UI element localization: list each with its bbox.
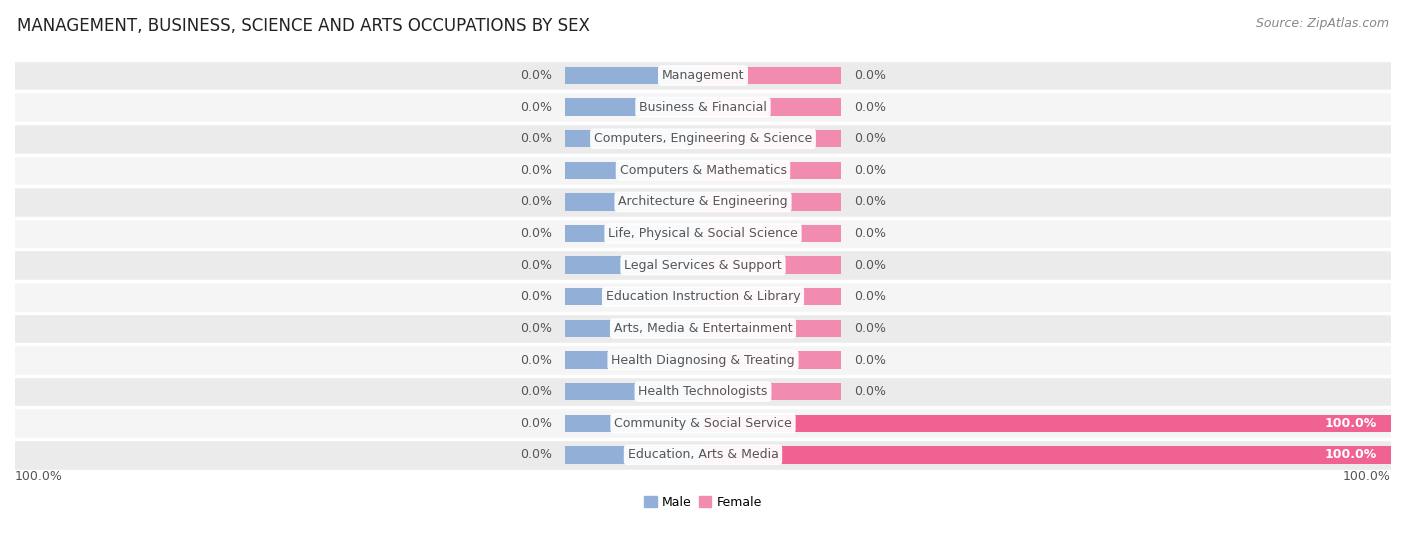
Text: 0.0%: 0.0% [855,196,886,209]
Text: 0.0%: 0.0% [855,259,886,272]
Text: 0.0%: 0.0% [520,132,551,145]
Text: 0.0%: 0.0% [855,132,886,145]
Bar [15,60,1391,91]
Bar [15,408,1391,439]
Text: Health Technologists: Health Technologists [638,385,768,398]
Bar [565,130,703,148]
Bar [703,446,1391,463]
Bar [15,312,1391,344]
Text: 0.0%: 0.0% [520,227,551,240]
Text: 0.0%: 0.0% [855,164,886,177]
Bar [15,344,1391,376]
Bar [565,162,703,179]
Bar [15,154,1391,186]
Bar [703,257,841,274]
Text: 0.0%: 0.0% [520,385,551,398]
Text: Source: ZipAtlas.com: Source: ZipAtlas.com [1256,17,1389,30]
Text: MANAGEMENT, BUSINESS, SCIENCE AND ARTS OCCUPATIONS BY SEX: MANAGEMENT, BUSINESS, SCIENCE AND ARTS O… [17,17,589,35]
Text: Business & Financial: Business & Financial [640,101,766,113]
Text: 0.0%: 0.0% [855,290,886,304]
Bar [15,376,1391,408]
Text: 0.0%: 0.0% [855,385,886,398]
Bar [565,320,703,337]
Text: Life, Physical & Social Science: Life, Physical & Social Science [609,227,797,240]
Text: Legal Services & Support: Legal Services & Support [624,259,782,272]
Text: Architecture & Engineering: Architecture & Engineering [619,196,787,209]
Bar [15,218,1391,249]
Bar [703,320,841,337]
Text: 100.0%: 100.0% [1324,416,1378,430]
Bar [565,288,703,305]
Bar [703,351,841,369]
Text: 100.0%: 100.0% [1343,471,1391,484]
Text: Computers & Mathematics: Computers & Mathematics [620,164,786,177]
Bar [703,162,841,179]
Bar [15,123,1391,154]
Text: 0.0%: 0.0% [520,416,551,430]
Text: 0.0%: 0.0% [520,259,551,272]
Text: 0.0%: 0.0% [855,322,886,335]
Bar [565,351,703,369]
Text: 0.0%: 0.0% [520,196,551,209]
Bar [703,288,841,305]
Legend: Male, Female: Male, Female [640,491,766,514]
Text: Health Diagnosing & Treating: Health Diagnosing & Treating [612,353,794,367]
Text: 100.0%: 100.0% [15,471,63,484]
Bar [15,91,1391,123]
Text: 0.0%: 0.0% [520,101,551,113]
Text: 0.0%: 0.0% [855,353,886,367]
Bar [703,383,841,400]
Text: Education Instruction & Library: Education Instruction & Library [606,290,800,304]
Text: Computers, Engineering & Science: Computers, Engineering & Science [593,132,813,145]
Text: Management: Management [662,69,744,82]
Bar [703,98,841,116]
Text: Arts, Media & Entertainment: Arts, Media & Entertainment [613,322,793,335]
Text: Community & Social Service: Community & Social Service [614,416,792,430]
Text: 0.0%: 0.0% [520,69,551,82]
Text: 0.0%: 0.0% [520,353,551,367]
Text: Education, Arts & Media: Education, Arts & Media [627,448,779,461]
Text: 0.0%: 0.0% [520,290,551,304]
Bar [15,281,1391,312]
Text: 0.0%: 0.0% [855,227,886,240]
Bar [15,186,1391,218]
Bar [15,249,1391,281]
Bar [565,383,703,400]
Text: 0.0%: 0.0% [855,69,886,82]
Bar [565,446,703,463]
Bar [703,225,841,242]
Bar [15,439,1391,471]
Bar [565,193,703,211]
Bar [565,98,703,116]
Text: 0.0%: 0.0% [520,448,551,461]
Bar [565,257,703,274]
Bar [703,130,841,148]
Text: 0.0%: 0.0% [520,164,551,177]
Bar [703,415,1391,432]
Text: 0.0%: 0.0% [520,322,551,335]
Bar [565,225,703,242]
Text: 0.0%: 0.0% [855,101,886,113]
Bar [703,67,841,84]
Bar [565,415,703,432]
Bar [565,67,703,84]
Bar [703,193,841,211]
Text: 100.0%: 100.0% [1324,448,1378,461]
